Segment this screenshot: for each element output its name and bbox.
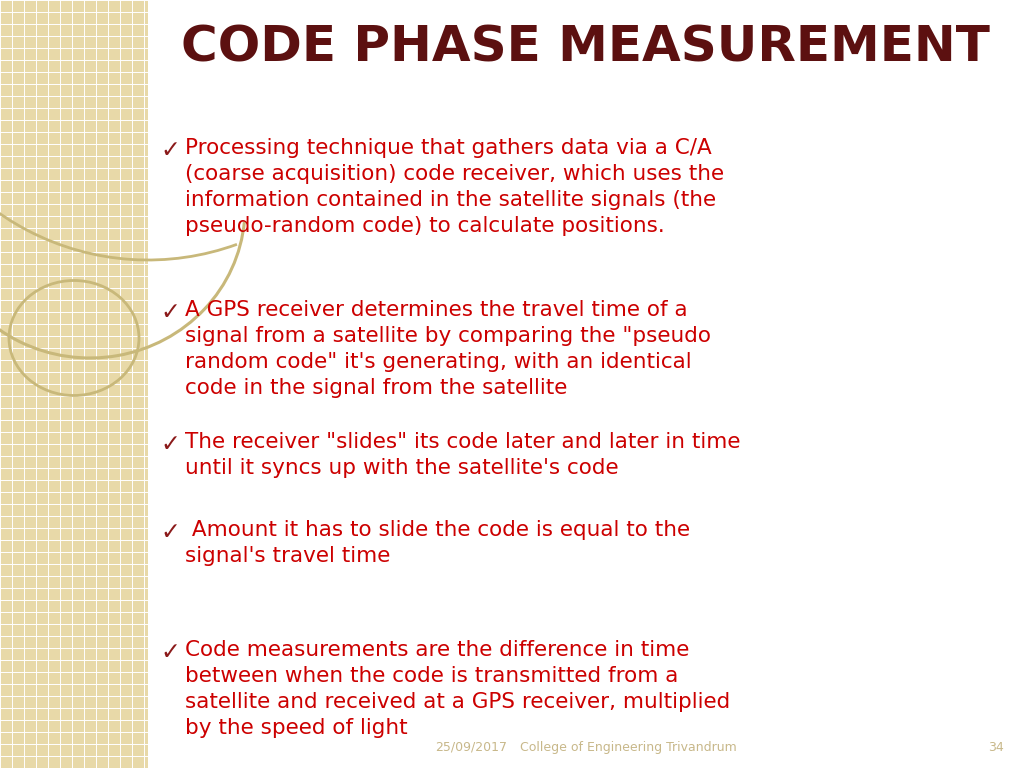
Text: ✓: ✓ — [160, 640, 180, 664]
Text: (coarse acquisition) code receiver, which uses the: (coarse acquisition) code receiver, whic… — [185, 164, 724, 184]
Text: Amount it has to slide the code is equal to the: Amount it has to slide the code is equal… — [185, 520, 690, 540]
Text: by the speed of light: by the speed of light — [185, 718, 408, 738]
Text: satellite and received at a GPS receiver, multiplied: satellite and received at a GPS receiver… — [185, 692, 730, 712]
Text: ✓: ✓ — [160, 432, 180, 456]
Text: A GPS receiver determines the travel time of a: A GPS receiver determines the travel tim… — [185, 300, 688, 320]
Text: until it syncs up with the satellite's code: until it syncs up with the satellite's c… — [185, 458, 618, 478]
Text: pseudo-random code) to calculate positions.: pseudo-random code) to calculate positio… — [185, 216, 665, 236]
Text: College of Engineering Trivandrum: College of Engineering Trivandrum — [520, 741, 736, 754]
Text: 25/09/2017: 25/09/2017 — [435, 741, 507, 754]
Text: Code measurements are the difference in time: Code measurements are the difference in … — [185, 640, 689, 660]
Text: ✓: ✓ — [160, 520, 180, 544]
Text: CODE PHASE MEASUREMENT: CODE PHASE MEASUREMENT — [180, 24, 989, 72]
Text: code in the signal from the satellite: code in the signal from the satellite — [185, 378, 567, 398]
Text: ✓: ✓ — [160, 138, 180, 162]
Bar — [0, 0, 148, 768]
Text: Processing technique that gathers data via a C/A: Processing technique that gathers data v… — [185, 138, 712, 158]
Text: The receiver "slides" its code later and later in time: The receiver "slides" its code later and… — [185, 432, 740, 452]
Text: information contained in the satellite signals (the: information contained in the satellite s… — [185, 190, 716, 210]
Text: 34: 34 — [988, 741, 1004, 754]
Text: signal from a satellite by comparing the "pseudo: signal from a satellite by comparing the… — [185, 326, 711, 346]
Text: between when the code is transmitted from a: between when the code is transmitted fro… — [185, 666, 678, 686]
Text: signal's travel time: signal's travel time — [185, 546, 390, 566]
Text: random code" it's generating, with an identical: random code" it's generating, with an id… — [185, 352, 691, 372]
Text: ✓: ✓ — [160, 300, 180, 324]
